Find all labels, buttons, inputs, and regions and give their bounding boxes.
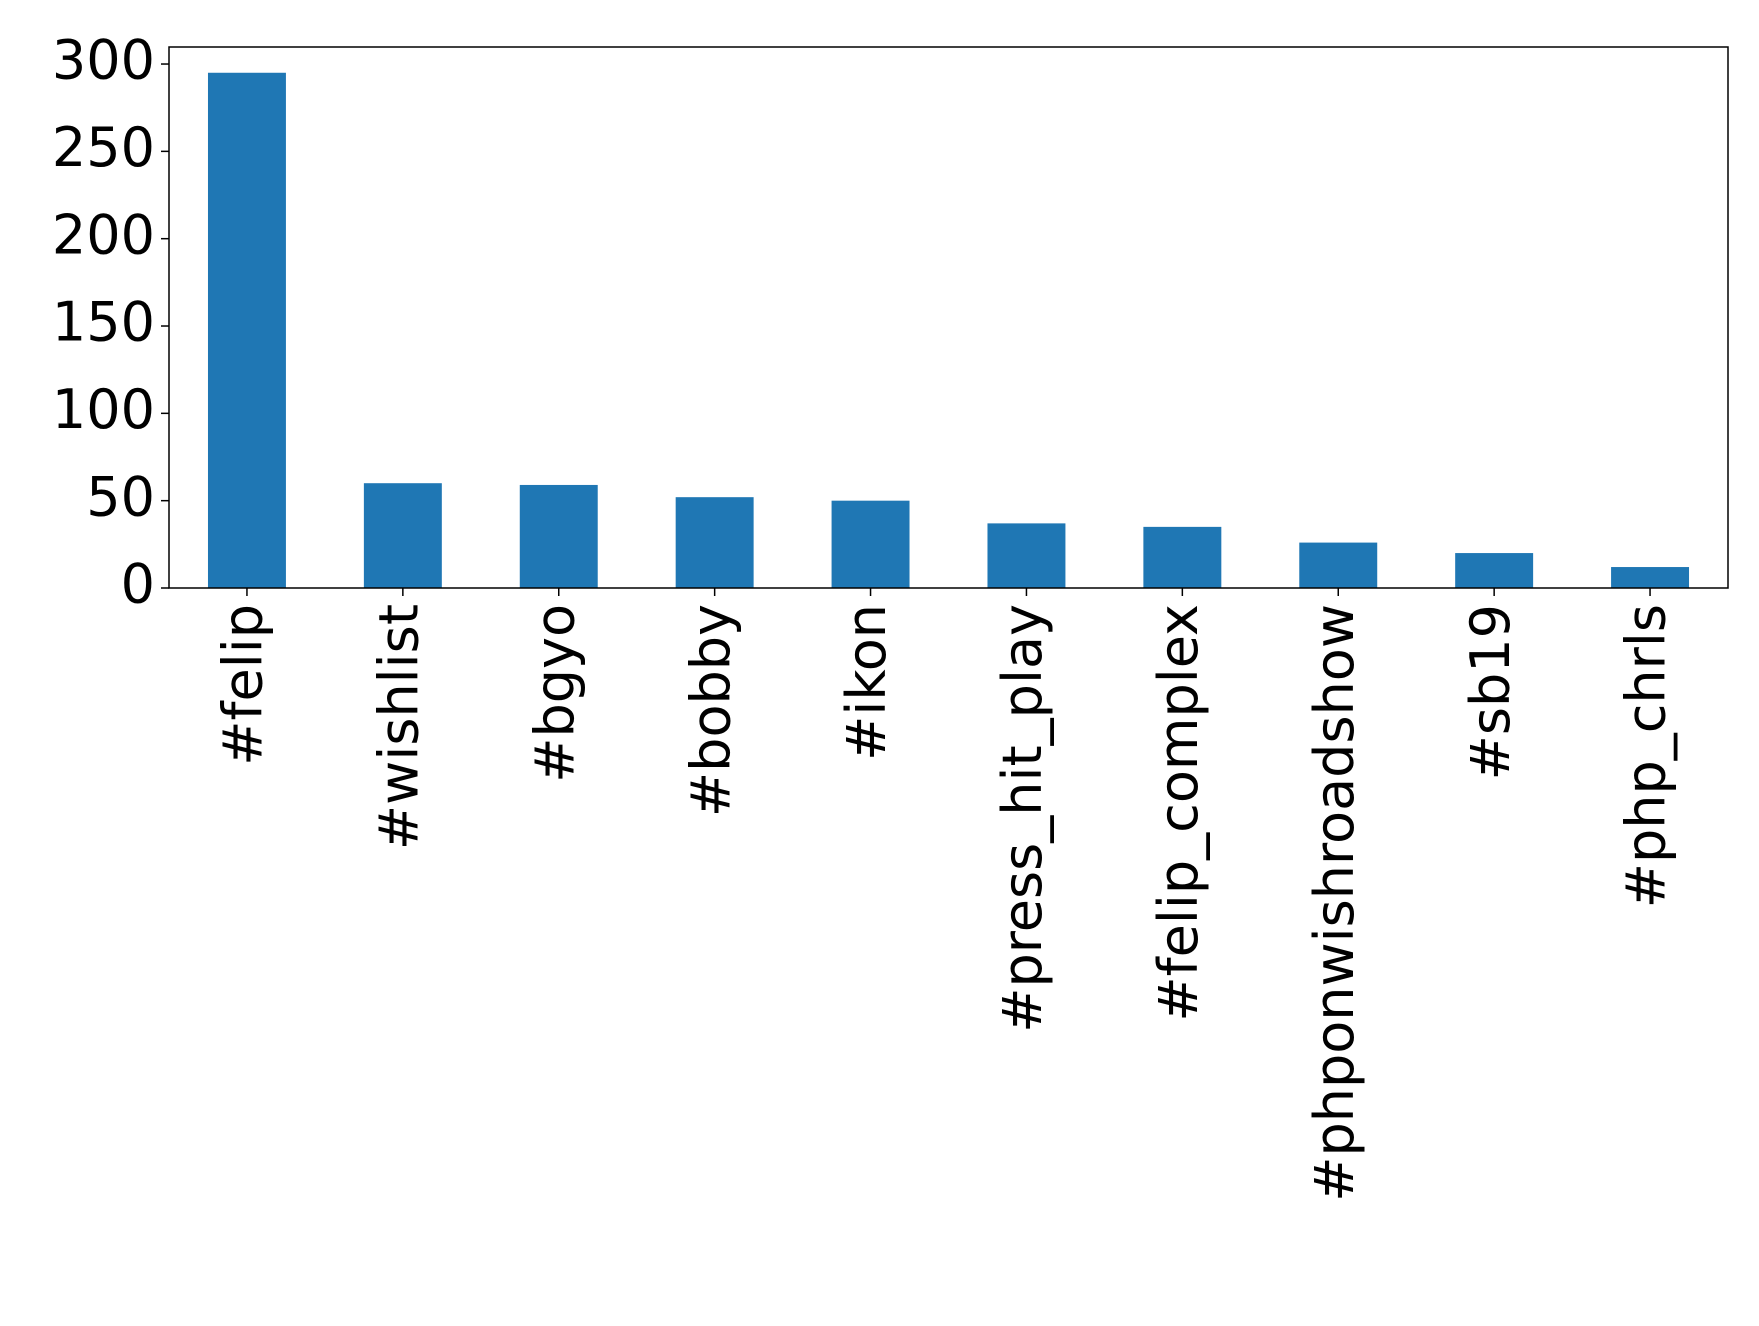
bar [1299,542,1378,588]
y-tick-label: 250 [52,116,155,179]
bar [1611,567,1690,588]
bar [1455,553,1534,588]
bar [675,497,754,588]
bar [519,484,598,588]
bar [207,72,286,588]
y-tick-label: 200 [52,203,155,266]
plot-frame [168,46,1729,589]
bar [987,523,1066,588]
x-tick-label: #ikon [835,604,898,761]
x-tick-label: #felip [212,604,275,766]
x-tick-label: #felip_complex [1147,604,1210,1022]
bar [1143,526,1222,588]
y-tick-label: 150 [52,291,155,354]
x-tick-label: #php_chrls [1615,604,1678,908]
x-tick-label: #sb19 [1459,604,1522,780]
x-tick-label: #bobby [679,604,742,817]
x-tick-label: #press_hit_play [991,604,1054,1033]
bar [363,483,442,588]
x-tick-label: #wishlist [367,604,430,850]
y-tick-label: 100 [52,378,155,441]
bar [831,500,910,588]
y-tick-label: 300 [52,29,155,92]
x-tick-label: #bgyo [523,604,586,783]
y-tick-label: 50 [86,465,155,528]
y-tick-label: 0 [121,553,155,616]
x-tick-label: #phponwishroadshow [1303,604,1366,1202]
